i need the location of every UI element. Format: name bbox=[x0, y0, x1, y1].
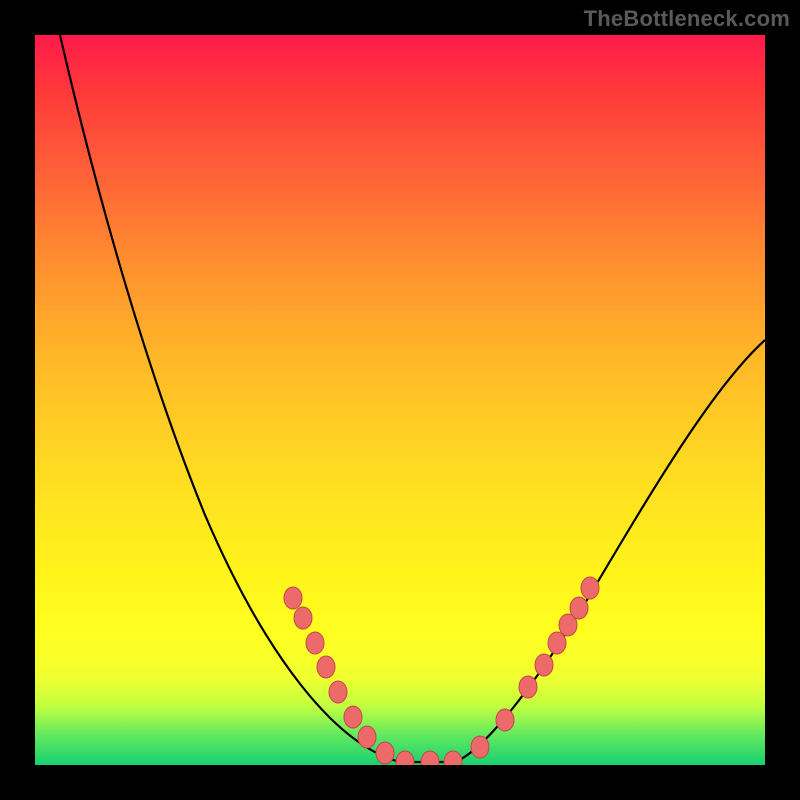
data-marker bbox=[535, 654, 553, 676]
data-marker bbox=[376, 742, 394, 764]
data-marker bbox=[444, 751, 462, 765]
data-marker bbox=[496, 709, 514, 731]
data-marker bbox=[519, 676, 537, 698]
data-marker bbox=[284, 587, 302, 609]
data-marker bbox=[548, 632, 566, 654]
data-marker bbox=[358, 726, 376, 748]
data-marker bbox=[570, 597, 588, 619]
watermark-text: TheBottleneck.com bbox=[584, 6, 790, 32]
data-marker bbox=[344, 706, 362, 728]
data-marker bbox=[306, 632, 324, 654]
chart-plot-area bbox=[35, 35, 765, 765]
data-marker bbox=[581, 577, 599, 599]
bottleneck-curve bbox=[60, 35, 765, 762]
data-marker bbox=[317, 656, 335, 678]
data-marker bbox=[421, 751, 439, 765]
data-marker bbox=[294, 607, 312, 629]
data-marker bbox=[396, 751, 414, 765]
chart-svg bbox=[35, 35, 765, 765]
data-marker bbox=[471, 736, 489, 758]
marker-group bbox=[284, 577, 599, 765]
data-marker bbox=[329, 681, 347, 703]
